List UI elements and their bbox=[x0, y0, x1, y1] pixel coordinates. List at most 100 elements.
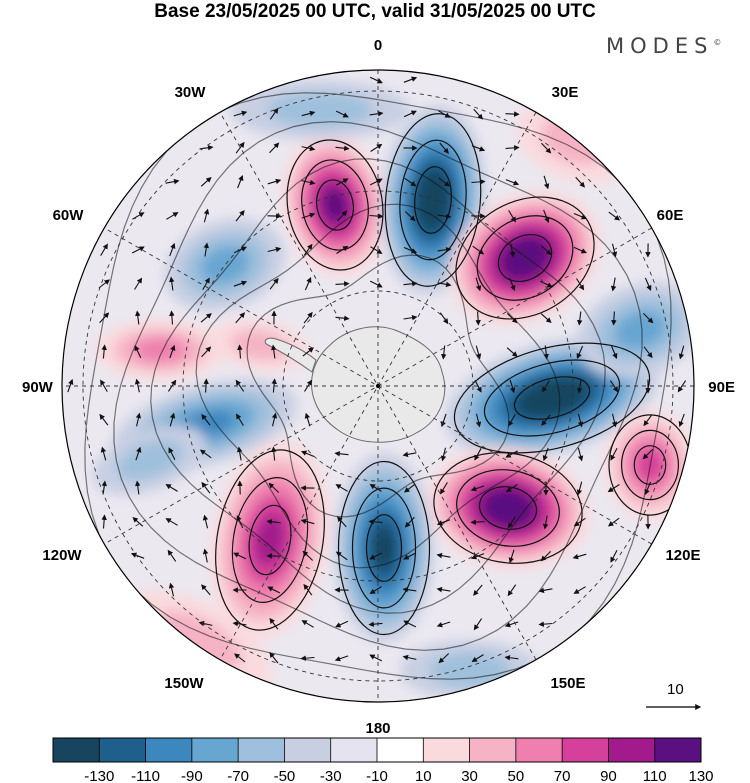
wind-arrow bbox=[269, 617, 279, 630]
colorbar-tick-label: -10 bbox=[366, 768, 388, 783]
wind-arrow bbox=[436, 519, 451, 526]
colorbar-swatch bbox=[654, 738, 702, 762]
wind-arrow bbox=[134, 345, 142, 359]
wind-arrow bbox=[335, 484, 348, 492]
anomaly-contour bbox=[133, 337, 187, 363]
wind-arrow bbox=[369, 213, 384, 219]
wind-arrow bbox=[471, 654, 484, 662]
wind-arrow bbox=[440, 482, 448, 495]
wind-arrow bbox=[301, 620, 314, 628]
wind-arrow bbox=[470, 519, 485, 525]
wind-arrow bbox=[475, 345, 482, 360]
wind-arrow bbox=[505, 111, 520, 117]
wind-arrow bbox=[508, 414, 516, 427]
colorbar-tick-label: -110 bbox=[131, 768, 160, 783]
modes-logo: MODES© bbox=[606, 34, 722, 58]
wind-arrow bbox=[202, 548, 209, 563]
colorbar-tick-label: 70 bbox=[554, 768, 571, 783]
wind-arrow bbox=[100, 446, 107, 461]
wind-arrow bbox=[508, 516, 516, 529]
wind-arrow bbox=[336, 178, 349, 186]
wind-arrow bbox=[610, 447, 618, 461]
wind-arrow bbox=[334, 655, 349, 662]
wind-arrow bbox=[370, 143, 383, 152]
wind-arrow bbox=[267, 178, 282, 185]
wind-arrow bbox=[233, 552, 247, 560]
wind-arrow bbox=[369, 484, 382, 492]
colorbar-tick-label: 50 bbox=[508, 768, 525, 783]
wind-arrow bbox=[334, 451, 349, 457]
wind-arrow bbox=[506, 313, 518, 324]
wind-arrow bbox=[573, 586, 586, 594]
wind-arrow bbox=[169, 344, 176, 359]
wind-arrow bbox=[403, 620, 417, 628]
wind-arrow bbox=[266, 519, 281, 525]
wind-arrow bbox=[643, 414, 653, 427]
wind-arrow bbox=[508, 277, 516, 292]
wind-arrow bbox=[611, 311, 617, 326]
wind-arrow bbox=[573, 212, 588, 220]
colorbar-swatch bbox=[238, 738, 285, 762]
streamline-loop bbox=[215, 449, 325, 631]
wind-arrow bbox=[267, 246, 282, 253]
wind-arrow bbox=[336, 516, 347, 528]
wind-arrow bbox=[237, 174, 244, 189]
wind-arrow bbox=[573, 517, 586, 527]
wind-arrow bbox=[471, 145, 486, 152]
longitude-label: 0 bbox=[374, 37, 382, 54]
colorbar: -130 -110 -90 -70 -50 -30 -10 10 30 50 70 90 110 130 bbox=[52, 737, 714, 783]
longitude-label: 30E bbox=[552, 84, 579, 101]
wind-arrow bbox=[271, 446, 277, 461]
wind-arrow bbox=[610, 277, 617, 292]
wind-arrow bbox=[440, 413, 447, 428]
anomaly-contour bbox=[531, 386, 573, 410]
wind-arrow bbox=[608, 211, 621, 221]
wind-arrow bbox=[202, 277, 210, 290]
wind-arrow bbox=[167, 549, 177, 562]
wind-arrow bbox=[165, 484, 178, 492]
wind-arrow bbox=[269, 652, 279, 664]
wind-arrow bbox=[540, 245, 552, 256]
wind-arrow bbox=[437, 281, 452, 288]
wind-arrow bbox=[473, 584, 483, 596]
wind-arrow bbox=[199, 449, 212, 459]
wind-arrow bbox=[234, 653, 246, 663]
wind-arrow bbox=[543, 345, 549, 360]
colorbar-swatch bbox=[53, 738, 100, 762]
wind-arrow bbox=[539, 280, 553, 288]
wind-arrow bbox=[304, 276, 312, 291]
wind-arrow bbox=[538, 621, 553, 627]
colorbar-tick-label: -70 bbox=[227, 768, 249, 783]
wind-arrow bbox=[441, 345, 447, 360]
wind-arrow bbox=[474, 448, 482, 461]
wind-arrow bbox=[368, 519, 383, 525]
wind-arrow bbox=[169, 412, 176, 427]
wind-arrow bbox=[506, 347, 518, 358]
streamline-loop bbox=[456, 469, 560, 547]
wind-arrow bbox=[130, 552, 145, 559]
wind-arrow bbox=[232, 620, 247, 627]
wind-arrow bbox=[370, 246, 383, 254]
wind-arrow bbox=[337, 210, 348, 222]
anomaly-contour bbox=[116, 439, 184, 481]
wind-arrow bbox=[368, 621, 383, 627]
streamline-loop bbox=[399, 139, 467, 261]
wind-arrow bbox=[438, 110, 451, 118]
wind-arrow bbox=[235, 210, 245, 222]
pole-marker bbox=[376, 384, 380, 388]
wind-arrow bbox=[300, 450, 315, 458]
streamline-loop bbox=[384, 113, 482, 287]
streamline-loop bbox=[414, 166, 452, 234]
wind-arrow bbox=[335, 110, 349, 118]
wind-arrow bbox=[403, 76, 418, 83]
longitude-label: 30W bbox=[175, 84, 207, 101]
longitude-label: 60W bbox=[53, 207, 85, 224]
wind-arrow bbox=[235, 312, 246, 324]
wind-arrow bbox=[165, 518, 178, 526]
wind-arrow bbox=[643, 313, 654, 324]
wind-arrow bbox=[369, 586, 382, 594]
wind-arrow bbox=[300, 655, 315, 661]
longitude-label: 90W bbox=[22, 379, 54, 396]
colorbar-swatch bbox=[423, 738, 470, 762]
wind-arrow bbox=[335, 315, 350, 321]
